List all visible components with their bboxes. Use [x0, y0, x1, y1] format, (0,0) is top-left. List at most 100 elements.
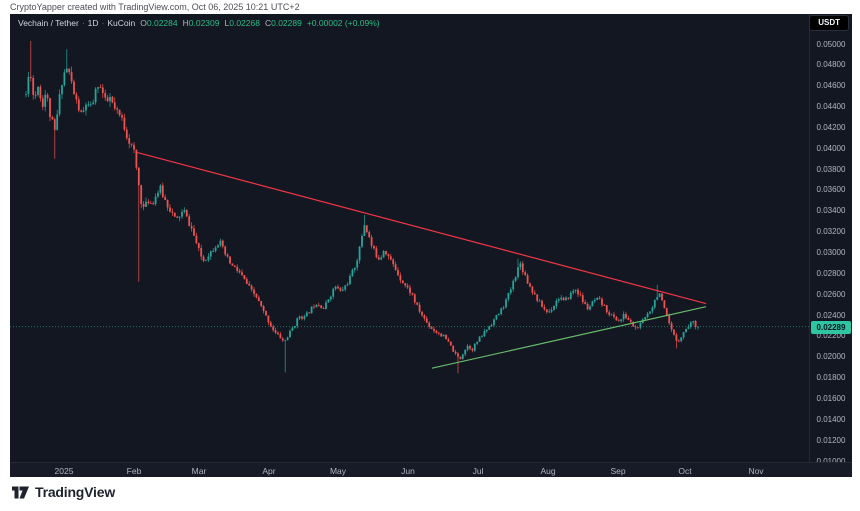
candle-body — [560, 297, 563, 300]
time-axis[interactable]: 2025 Feb Mar Apr May Jun Jul Aug Sep Oct Nov — [10, 462, 852, 477]
candle-body — [524, 272, 527, 276]
candle-body — [70, 72, 73, 82]
candle-body — [416, 302, 419, 305]
candle-body — [389, 256, 392, 260]
candle-body — [243, 275, 246, 280]
candle-body — [457, 353, 459, 357]
symbol-title[interactable]: Vechain / Tether — [18, 18, 79, 28]
candle-body — [569, 292, 572, 299]
candle-body — [514, 277, 517, 281]
candle-body — [632, 321, 635, 327]
candle-body — [584, 302, 587, 304]
legend-separator: · — [81, 18, 85, 28]
candle-body — [409, 287, 411, 294]
candle-body — [680, 337, 683, 342]
currency-toggle-button[interactable]: USDT — [809, 15, 849, 31]
candle-body — [490, 324, 493, 327]
candle-body — [241, 272, 243, 276]
candle-body — [298, 316, 301, 319]
candle-body — [118, 109, 121, 116]
candle-body — [469, 345, 471, 349]
candle-body — [351, 269, 354, 276]
candle-body — [675, 334, 678, 341]
candle-body — [272, 326, 275, 331]
trendline-ascending-support[interactable] — [431, 306, 707, 369]
price-axis[interactable]: 0.05000 0.04800 0.04600 0.04400 0.04200 0.040… — [809, 14, 852, 466]
candle-body — [365, 225, 368, 233]
time-tick-label: 2025 — [54, 466, 74, 476]
candle-body — [202, 256, 205, 261]
candle-body — [548, 311, 551, 313]
candle-body — [577, 289, 579, 295]
candle-body — [164, 196, 167, 201]
candle-body — [233, 265, 236, 267]
price-tick-label: 0.04000 — [816, 143, 846, 153]
candle-body — [279, 334, 282, 339]
candle-body — [166, 200, 169, 208]
tradingview-attribution[interactable]: TradingView — [12, 484, 115, 500]
candle-body — [145, 201, 147, 207]
candle-body — [562, 297, 565, 301]
candle-body — [269, 322, 272, 327]
candle-body — [586, 303, 589, 310]
candle-body — [442, 334, 445, 337]
candle-body — [111, 96, 114, 103]
candle-body — [394, 264, 397, 271]
candle-body — [356, 260, 359, 268]
candle-body — [555, 300, 558, 306]
exchange-label[interactable]: KuCoin — [107, 18, 136, 28]
candle-body — [411, 293, 414, 295]
candle-body — [27, 76, 30, 94]
price-tick-label: 0.01600 — [816, 393, 846, 403]
candlestick-chart[interactable] — [10, 14, 852, 477]
candle-body — [459, 356, 462, 359]
trendline-descending-resistance[interactable] — [136, 151, 707, 305]
candle-body — [488, 326, 491, 330]
candle-body — [567, 297, 570, 299]
candle-body — [593, 299, 596, 302]
candle-body — [73, 81, 75, 95]
candle-body — [315, 305, 318, 308]
open-value: 0.02284 — [146, 18, 178, 28]
candle-body — [500, 308, 503, 314]
price-tick-label: 0.02000 — [816, 352, 846, 362]
time-tick-label: May — [329, 466, 347, 476]
candle-body — [289, 330, 291, 338]
candle-body — [433, 328, 435, 331]
candle-body — [176, 216, 179, 218]
candle-body — [89, 104, 92, 106]
candle-body — [466, 345, 469, 350]
chart-panel: Vechain / Tether · 1D · KuCoin O0.02284 H0.023… — [10, 14, 852, 477]
timeframe-label[interactable]: 1D — [87, 18, 99, 28]
candle-body — [341, 289, 344, 291]
price-tick-label: 0.05000 — [816, 39, 846, 49]
candle-body — [303, 316, 306, 319]
candle-body — [495, 315, 498, 320]
candle-body — [639, 323, 642, 328]
candle-body — [651, 307, 654, 312]
candle-body — [370, 237, 373, 246]
candle-body — [77, 99, 80, 111]
candle-body — [557, 299, 560, 301]
candle-body — [581, 295, 584, 303]
candle-body — [598, 297, 601, 299]
candle-body — [553, 305, 555, 310]
candle-body — [161, 185, 164, 197]
candle-body — [649, 311, 651, 314]
candle-body — [41, 98, 44, 107]
candle-body — [363, 225, 366, 236]
candle-body — [550, 309, 553, 312]
candle-body — [217, 245, 219, 248]
candle-body — [181, 211, 183, 217]
candle-body — [116, 108, 119, 110]
candle-body — [512, 280, 515, 290]
candle-body — [135, 149, 138, 168]
price-tick-label: 0.02400 — [816, 310, 846, 320]
candle-body — [274, 330, 277, 333]
candle-body — [193, 228, 195, 236]
close-value: 0.02289 — [271, 18, 302, 28]
candle-body — [25, 93, 27, 95]
candle-body — [685, 328, 687, 333]
candle-body — [368, 232, 371, 238]
candle-body — [574, 289, 577, 291]
